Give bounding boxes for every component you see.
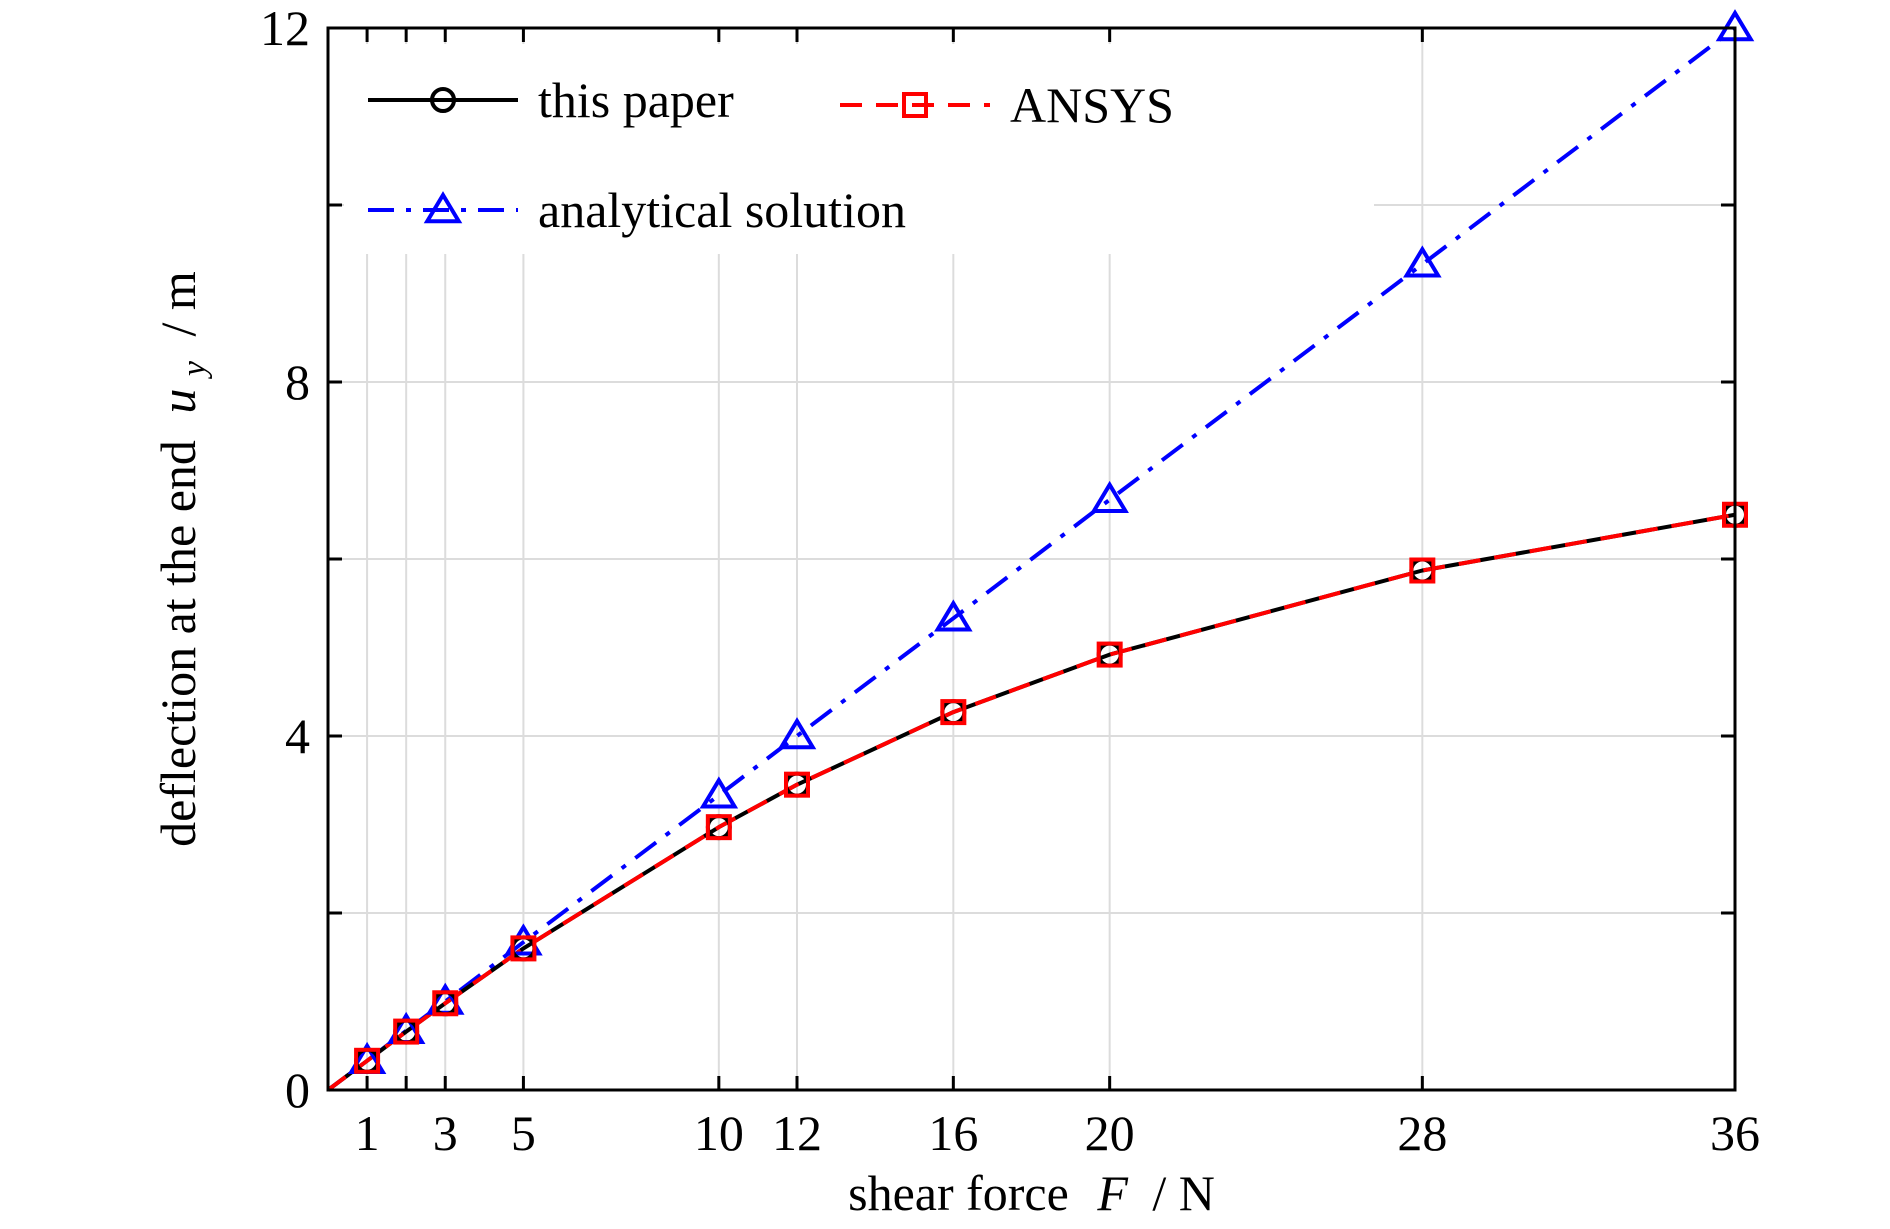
legend-marker (430, 87, 456, 113)
data-point-1 (432, 990, 459, 1017)
x-axis-title-variable: F (1096, 1165, 1128, 1221)
data-point-2 (699, 776, 739, 809)
data-point-1 (393, 1018, 420, 1045)
plot-area (326, 9, 1755, 1092)
y-tick-label: 8 (285, 354, 310, 410)
data-point-1 (940, 699, 967, 726)
x-tick-label: 10 (694, 1105, 744, 1161)
x-tick-label: 12 (772, 1105, 822, 1161)
series-line-1 (326, 512, 1736, 1092)
x-tick-label: 3 (433, 1105, 458, 1161)
y-axis-title-unit: / m (150, 271, 206, 336)
data-point-1 (1409, 557, 1436, 584)
legend-label: ANSYS (1010, 77, 1174, 133)
axis-ticks: 0 4 8 12 1 3 5 10 12 16 20 28 36 (260, 0, 1760, 1161)
data-point-1 (705, 814, 732, 841)
x-axis-title: shear force F / N (848, 1165, 1215, 1221)
x-tick-label: 5 (511, 1105, 536, 1161)
data-point-2 (1403, 245, 1442, 278)
legend-label: analytical solution (538, 182, 906, 238)
x-axis-title-text: shear force (848, 1165, 1069, 1221)
y-tick-label: 12 (260, 0, 310, 56)
y-axis-title-variable: u (150, 389, 206, 414)
x-tick-label: 28 (1397, 1105, 1447, 1161)
data-point-2 (934, 599, 973, 632)
data-point-1 (354, 1047, 381, 1074)
x-axis-title-unit: / N (1152, 1165, 1215, 1221)
data-point-2 (777, 717, 817, 750)
legend-label: this paper (538, 72, 734, 128)
legend-marker (423, 191, 463, 224)
data-point-1 (784, 771, 810, 798)
data-point-1 (510, 935, 537, 962)
legend-background (344, 44, 1374, 254)
series-line-0 (326, 512, 1736, 1092)
data-point-2 (1090, 480, 1129, 513)
y-axis-title: deflection at the end u y / m (150, 271, 216, 847)
data-point-1 (1096, 641, 1123, 668)
x-tick-label: 16 (928, 1105, 978, 1161)
x-tick-label: 20 (1085, 1105, 1135, 1161)
legend: this paper ANSYS analytical solution (344, 44, 1374, 254)
y-axis-title-subscript: y (176, 360, 213, 379)
x-tick-label: 1 (355, 1105, 380, 1161)
y-tick-label: 0 (285, 1062, 310, 1118)
x-tick-label: 36 (1710, 1105, 1760, 1161)
series-line-2 (326, 26, 1737, 1092)
y-tick-label: 4 (285, 708, 310, 764)
legend-marker (902, 92, 928, 118)
y-axis-title-text: deflection at the end (150, 440, 206, 847)
